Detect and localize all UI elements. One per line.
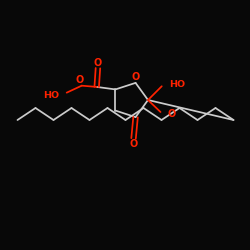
Text: O: O — [132, 72, 140, 82]
Text: O: O — [94, 58, 102, 68]
Text: HO: HO — [44, 91, 60, 100]
Text: O: O — [168, 109, 176, 119]
Text: HO: HO — [169, 80, 186, 89]
Text: O: O — [75, 75, 83, 85]
Text: O: O — [130, 139, 138, 149]
